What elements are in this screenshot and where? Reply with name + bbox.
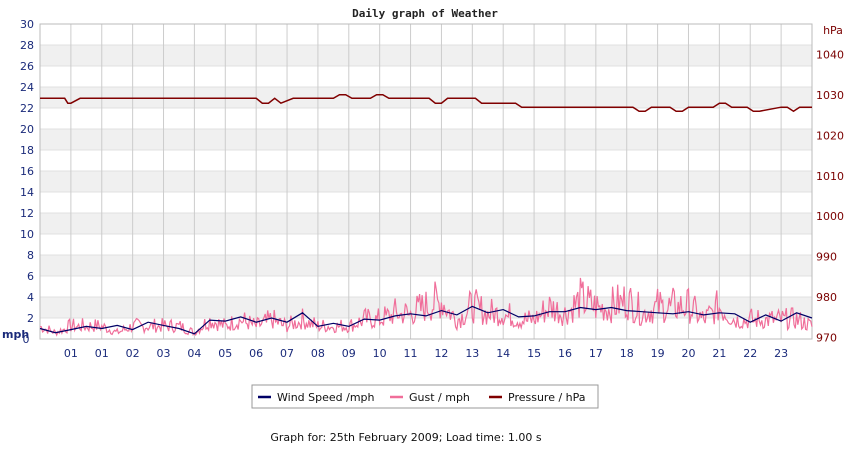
left-tick-label: 12 xyxy=(20,207,34,220)
left-tick-label: 10 xyxy=(20,228,34,241)
background-band xyxy=(40,171,812,192)
right-tick-label: 980 xyxy=(816,291,837,304)
chart-title: Daily graph of Weather xyxy=(352,7,498,20)
footer-text: Graph for: 25th February 2009; Load time… xyxy=(270,431,542,444)
x-tick-label: 05 xyxy=(218,347,232,360)
legend-label: Pressure / hPa xyxy=(508,391,586,404)
x-tick-label: 01 xyxy=(64,347,78,360)
background-band xyxy=(40,255,812,276)
series-line-wind-speed xyxy=(39,305,813,335)
left-tick-label: 18 xyxy=(20,144,34,157)
left-tick-label: 2 xyxy=(27,312,34,325)
x-tick-label: 18 xyxy=(620,347,634,360)
x-tick-label: 17 xyxy=(589,347,603,360)
plot-border xyxy=(39,23,813,340)
series-line-gust xyxy=(39,277,813,337)
x-tick-label: 12 xyxy=(434,347,448,360)
x-tick-label: 21 xyxy=(712,347,726,360)
x-tick-label: 13 xyxy=(465,347,479,360)
left-tick-label: 22 xyxy=(20,102,34,115)
legend-label: Gust / mph xyxy=(409,391,470,404)
left-tick-label: 6 xyxy=(27,270,34,283)
x-tick-label: 04 xyxy=(187,347,201,360)
x-tick-label: 14 xyxy=(496,347,510,360)
x-tick-label: 08 xyxy=(311,347,325,360)
series-line-pressure xyxy=(40,93,812,113)
left-tick-label: 4 xyxy=(27,291,34,304)
legend: Wind Speed /mph Gust / mph Pressure / hPa xyxy=(251,384,599,409)
background-band xyxy=(40,87,812,108)
left-tick-label: 14 xyxy=(20,186,34,199)
left-tick-label: 0 xyxy=(23,333,30,346)
left-tick-label: 28 xyxy=(20,39,34,52)
x-tick-label: 19 xyxy=(651,347,665,360)
background-band xyxy=(40,129,812,150)
x-tick-label: 03 xyxy=(157,347,171,360)
x-tick-label: 09 xyxy=(342,347,356,360)
left-tick-label: 8 xyxy=(27,249,34,262)
x-tick-label: 16 xyxy=(558,347,572,360)
x-tick-label: 11 xyxy=(404,347,418,360)
left-tick-label: 20 xyxy=(20,123,34,136)
right-tick-label: 970 xyxy=(816,331,837,344)
background-band xyxy=(40,213,812,234)
left-tick-label: 26 xyxy=(20,60,34,73)
left-tick-label: 16 xyxy=(20,165,34,178)
right-tick-label: 1040 xyxy=(816,49,844,62)
x-tick-label: 01 xyxy=(95,347,109,360)
left-tick-label: 30 xyxy=(20,18,34,31)
x-axis-ticks: 01 01 02 03 04 05 06 07 08 09 10 11 12 13 14 15 16 17 18 19… xyxy=(64,347,788,360)
x-tick-label: 02 xyxy=(126,347,140,360)
right-tick-label: 1030 xyxy=(816,89,844,102)
x-tick-label: 23 xyxy=(774,347,788,360)
left-axis-unit: mph xyxy=(2,328,29,341)
legend-label: Wind Speed /mph xyxy=(277,391,375,404)
x-tick-label: 15 xyxy=(527,347,541,360)
right-tick-label: 990 xyxy=(816,251,837,264)
right-tick-label: 1010 xyxy=(816,170,844,183)
right-tick-label: 1020 xyxy=(816,129,844,142)
right-axis-unit: hPa xyxy=(823,24,843,37)
left-tick-label: 24 xyxy=(20,81,34,94)
x-tick-label: 22 xyxy=(743,347,757,360)
legend-box xyxy=(251,384,599,409)
x-tick-label: 07 xyxy=(280,347,294,360)
x-tick-label: 06 xyxy=(249,347,263,360)
right-axis-ticks: 970 980 990 1000 1010 1020 1030 1040 xyxy=(816,49,844,345)
plot-background-bands xyxy=(40,45,812,318)
x-tick-label: 20 xyxy=(681,347,695,360)
series-layer xyxy=(39,93,813,337)
right-tick-label: 1000 xyxy=(816,210,844,223)
x-tick-label: 10 xyxy=(373,347,387,360)
background-band xyxy=(40,45,812,66)
